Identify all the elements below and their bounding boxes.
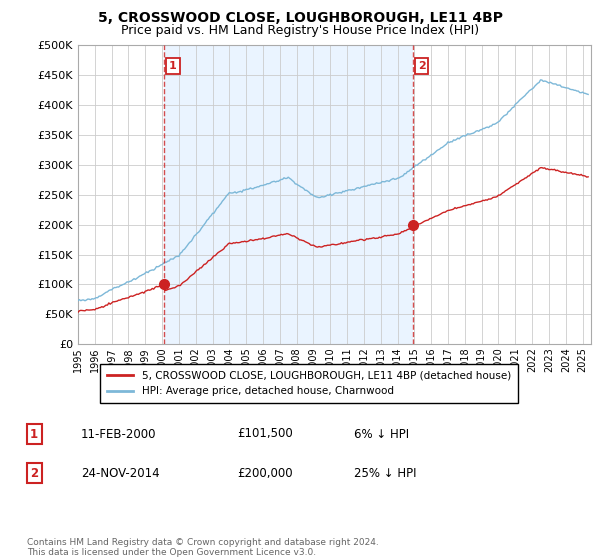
Text: 5, CROSSWOOD CLOSE, LOUGHBOROUGH, LE11 4BP: 5, CROSSWOOD CLOSE, LOUGHBOROUGH, LE11 4… [97,11,503,25]
Text: 6% ↓ HPI: 6% ↓ HPI [354,427,409,441]
Text: 11-FEB-2000: 11-FEB-2000 [81,427,157,441]
Text: 2: 2 [418,61,425,71]
Text: 1: 1 [30,427,38,441]
Text: 2: 2 [30,466,38,480]
Bar [164,45,413,344]
Text: £101,500: £101,500 [237,427,293,441]
Text: 24-NOV-2014: 24-NOV-2014 [81,466,160,480]
Text: Contains HM Land Registry data © Crown copyright and database right 2024.
This d: Contains HM Land Registry data © Crown c… [27,538,379,557]
Text: £200,000: £200,000 [237,466,293,480]
Text: 25% ↓ HPI: 25% ↓ HPI [354,466,416,480]
Text: Price paid vs. HM Land Registry's House Price Index (HPI): Price paid vs. HM Land Registry's House … [121,24,479,37]
Legend: 5, CROSSWOOD CLOSE, LOUGHBOROUGH, LE11 4BP (detached house), HPI: Average price,: 5, CROSSWOOD CLOSE, LOUGHBOROUGH, LE11 4… [100,363,518,404]
Text: 1: 1 [169,61,177,71]
